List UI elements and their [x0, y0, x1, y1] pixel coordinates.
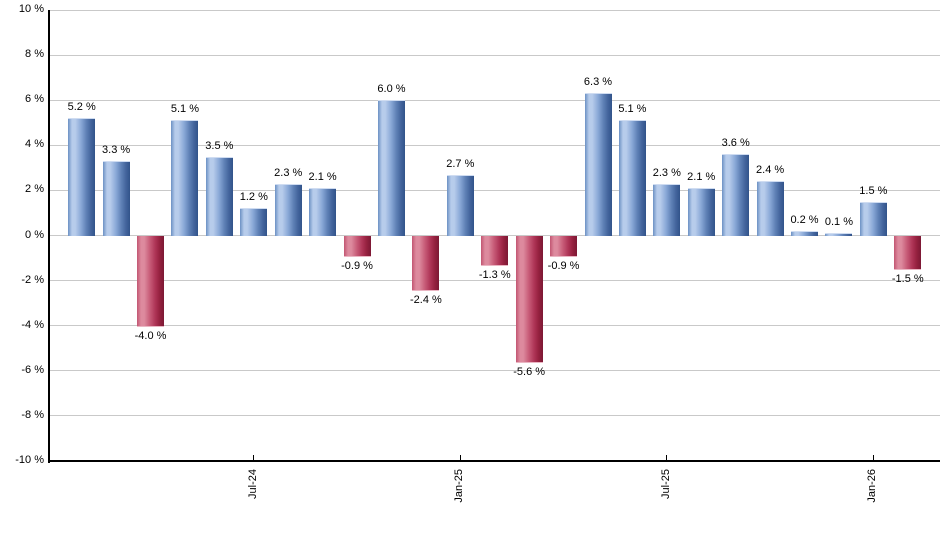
y-axis-tick-label: -6 % [21, 363, 44, 376]
bar-value-label: 6.0 % [377, 83, 406, 96]
x-axis-tick-label: Jan-25 [453, 465, 466, 503]
bar-positive [722, 154, 750, 237]
bar-positive [687, 188, 715, 237]
y-axis-tick-label: -8 % [21, 408, 44, 421]
bar-value-label: 5.2 % [67, 101, 96, 114]
bar-positive [171, 120, 199, 237]
gridline [49, 189, 940, 191]
bar-value-label: 6.3 % [583, 76, 613, 89]
x-axis-tick-label: Jan-26 [866, 465, 879, 503]
y-axis-line [48, 10, 50, 463]
bar-positive [68, 118, 96, 237]
bar-positive [205, 156, 233, 237]
bar-positive [102, 161, 130, 237]
bar-value-label: 1.2 % [239, 191, 268, 204]
bar-positive [377, 100, 405, 237]
x-axis-tick-label: Jul-25 [660, 465, 673, 499]
bar-positive [653, 183, 681, 237]
bar-positive [446, 174, 474, 237]
bar-positive [859, 201, 887, 237]
bar-value-label: 2.1 % [687, 171, 716, 184]
y-axis-tick-label: 10 % [18, 3, 44, 15]
bar-value-label: 5.1 % [170, 103, 200, 116]
bar-negative [343, 235, 371, 257]
gridline [49, 280, 940, 282]
y-axis-tick-label: -2 % [21, 273, 44, 286]
bar-value-label: 2.1 % [308, 171, 337, 184]
bar-value-label: -0.9 % [547, 259, 580, 272]
gridline [49, 9, 940, 11]
bar-value-label: -1.5 % [891, 273, 924, 286]
bar-positive [309, 188, 337, 237]
y-axis-tick-label: -10 % [15, 454, 44, 466]
bar-value-label: 2.3 % [274, 166, 303, 179]
y-axis-tick-label: 0 % [25, 228, 44, 241]
x-axis-tick-label-text: Jul-24 [246, 469, 259, 499]
x-axis-tick [872, 455, 874, 460]
bar-value-label: 2.3 % [652, 166, 681, 179]
bar-positive [791, 230, 819, 237]
bar-value-label: 0.1 % [824, 216, 853, 229]
bar-negative [894, 235, 922, 271]
bar-positive [756, 181, 784, 237]
gridline [49, 325, 940, 327]
y-axis-tick-label: 8 % [25, 48, 44, 61]
bar-value-label: -5.6 % [513, 365, 546, 378]
x-axis-tick-label-text: Jan-26 [866, 469, 879, 503]
x-axis-tick-label-text: Jan-25 [453, 469, 466, 503]
bar-positive [825, 233, 853, 237]
bar-value-label: 2.4 % [756, 164, 785, 177]
bar-negative [515, 235, 543, 363]
bar-value-label: 3.5 % [205, 139, 234, 152]
gridline [49, 99, 940, 101]
bar-value-label: 1.5 % [859, 184, 888, 197]
y-axis-tick-label: -4 % [21, 318, 44, 331]
gridline [49, 415, 940, 417]
bar-negative [412, 235, 440, 291]
bar-value-label: -2.4 % [409, 293, 442, 306]
bar-value-label: -1.3 % [478, 268, 511, 281]
bar-value-label: 2.7 % [446, 157, 475, 170]
x-axis-tick [253, 455, 255, 460]
gridline [49, 370, 940, 372]
bar-value-label: -4.0 % [134, 329, 167, 342]
bar-value-label: 0.2 % [790, 213, 819, 226]
bar-value-label: 5.1 % [618, 103, 647, 116]
bar-positive [618, 120, 646, 237]
x-axis-tick-label: Jul-24 [247, 465, 260, 499]
bar-negative [137, 235, 165, 327]
gridline [49, 144, 940, 146]
y-axis-tick-label: 2 % [25, 183, 44, 196]
gridline [49, 54, 940, 56]
bar-positive [240, 208, 268, 237]
y-axis-tick-label: 6 % [25, 93, 44, 106]
bar-positive [274, 183, 302, 237]
bar-value-label: 3.3 % [102, 144, 131, 157]
bar-negative [481, 235, 509, 266]
x-axis-line [48, 460, 940, 462]
x-axis-tick [459, 455, 461, 460]
x-axis-tick [666, 455, 668, 460]
y-axis-tick-label: 4 % [25, 138, 44, 151]
bar-negative [550, 235, 578, 257]
x-axis-tick-label-text: Jul-25 [659, 469, 672, 499]
bar-value-label: -0.9 % [341, 259, 373, 272]
bar-positive [584, 93, 612, 237]
bar-value-label: 3.6 % [721, 137, 750, 150]
